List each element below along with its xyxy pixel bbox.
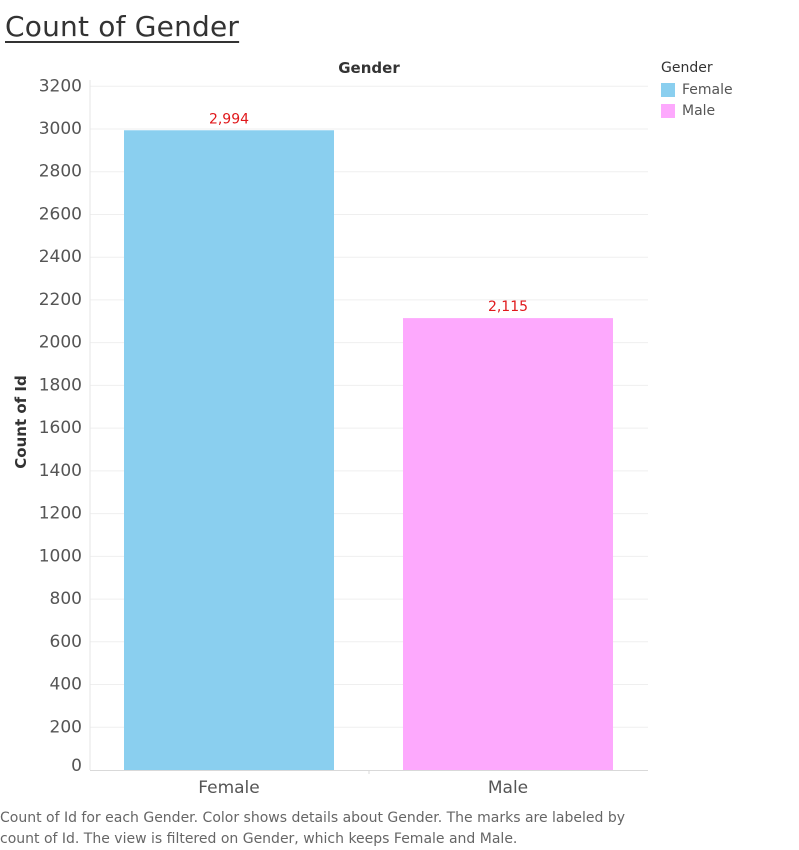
x-tick-label-female: Female (198, 778, 259, 798)
caption-line-1: Count of Id for each Gender. Color shows… (0, 810, 626, 826)
y-tick-label: 2800 (39, 162, 82, 182)
y-tick-label: 1000 (39, 546, 82, 566)
y-axis-title: Count of Id (12, 375, 30, 468)
legend: Gender Female Male (661, 60, 733, 121)
legend-label-male: Male (682, 102, 716, 119)
y-tick-label: 1200 (39, 504, 82, 524)
legend-item-male[interactable]: Male (661, 100, 733, 121)
legend-swatch-male (661, 103, 675, 118)
y-tick-label: 2400 (39, 247, 82, 267)
legend-swatch-female (661, 82, 675, 97)
y-tick-label: 600 (50, 632, 82, 652)
caption: Count of Id for each Gender. Color shows… (0, 808, 660, 850)
y-tick-label: 2200 (39, 290, 82, 310)
y-tick-label: 2000 (39, 333, 82, 353)
caption-line-2: count of Id. The view is filtered on Gen… (0, 831, 518, 847)
data-label-female: 2,994 (209, 111, 249, 127)
bar-male[interactable] (403, 318, 613, 770)
y-tick-label: 2600 (39, 204, 82, 224)
legend-title: Gender (661, 60, 713, 76)
legend-item-female[interactable]: Female (661, 79, 733, 100)
y-tick-label: 3200 (39, 76, 82, 96)
y-tick-label: 0 (71, 756, 82, 776)
legend-label-female: Female (682, 81, 733, 98)
y-tick-label: 800 (50, 589, 82, 609)
x-tick-label-male: Male (488, 778, 528, 798)
y-tick-label: 1400 (39, 461, 82, 481)
bars (124, 130, 613, 771)
y-tick-label: 3000 (39, 119, 82, 139)
y-tick-label: 400 (50, 675, 82, 695)
sheet-title: Count of Gender (5, 10, 240, 43)
chart-title: Gender (338, 59, 400, 77)
y-tick-label: 1600 (39, 418, 82, 438)
data-labels: 2,994 2,115 (209, 111, 528, 315)
data-label-male: 2,115 (488, 299, 528, 315)
y-tick-label: 1800 (39, 375, 82, 395)
y-tick-label: 200 (50, 717, 82, 737)
bar-female[interactable] (124, 130, 334, 771)
axes: 0 200 400 600 800 1000 1200 1400 1600 1800 2000 220… (39, 76, 648, 798)
